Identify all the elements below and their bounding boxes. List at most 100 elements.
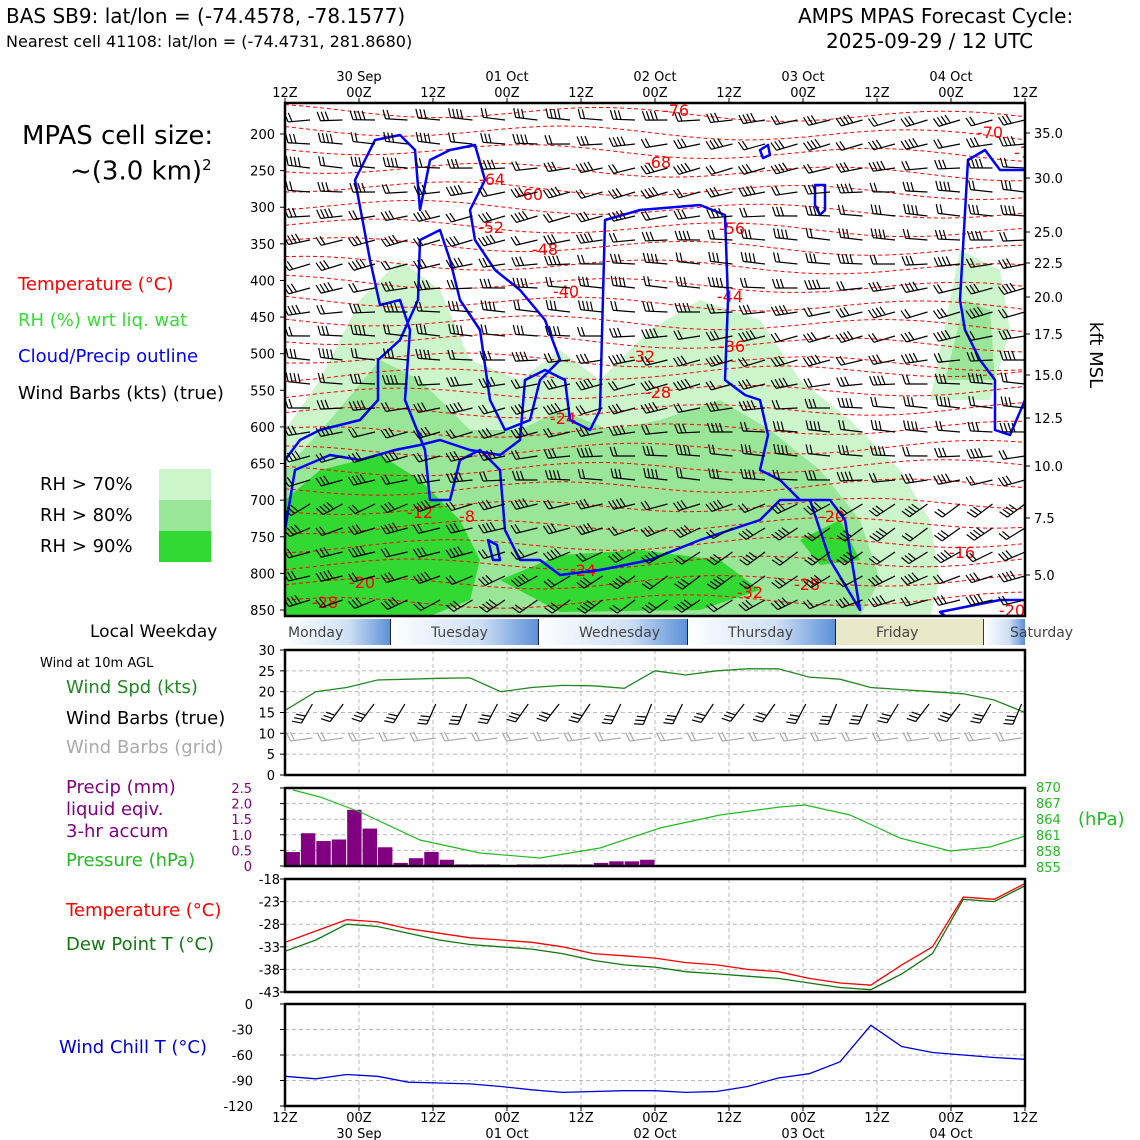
barb-flag xyxy=(882,229,886,240)
barb-flag xyxy=(738,401,744,411)
wind-barb xyxy=(608,424,636,436)
barb-flag xyxy=(875,530,885,537)
wind-barb xyxy=(285,112,311,123)
wind-barb xyxy=(771,527,798,541)
wind-barb xyxy=(512,133,538,145)
barb-flag xyxy=(678,302,683,313)
wind-barb xyxy=(575,551,603,563)
barb-flag xyxy=(877,375,882,385)
barb-flag xyxy=(544,255,549,266)
precip-bar xyxy=(424,851,439,866)
barb-flag xyxy=(424,426,431,436)
wind-barb xyxy=(575,498,603,510)
wind-barb xyxy=(933,256,961,267)
wind-barb-true xyxy=(877,703,899,724)
barb-flag xyxy=(457,546,464,555)
barb-flag xyxy=(867,118,875,127)
wind-barb-grid xyxy=(470,731,498,742)
barb-flag xyxy=(554,186,561,196)
barb-flag xyxy=(965,310,972,319)
wind-barb xyxy=(315,281,343,294)
precip-ytick-label: 1.0 xyxy=(231,829,252,844)
barb-flag xyxy=(612,580,621,587)
barb-flag xyxy=(750,112,756,122)
barb-flag xyxy=(774,531,783,539)
barb-flag xyxy=(676,381,684,390)
barb-flag xyxy=(489,449,496,459)
barb-flag xyxy=(288,133,293,144)
pressure-tick-label: 300 xyxy=(250,201,275,216)
barb-flag xyxy=(807,578,816,586)
barb-flag xyxy=(1006,329,1012,339)
barb-flag xyxy=(315,477,322,487)
barb-flag xyxy=(448,723,459,725)
wind-barb xyxy=(447,132,473,145)
wind-barb-grid xyxy=(532,731,560,742)
barb-flag xyxy=(673,330,679,340)
wind-barb xyxy=(837,397,863,409)
barb-flag xyxy=(934,373,939,384)
barb-flag xyxy=(1011,422,1016,433)
barb-staff xyxy=(941,527,961,542)
barb-flag xyxy=(677,112,683,122)
wind-barb xyxy=(445,450,473,462)
wind-ytick-label: 10 xyxy=(258,727,275,742)
barb-flag xyxy=(805,227,809,238)
wind-subtitle: Wind at 10m AGL xyxy=(40,656,154,671)
wind-barb xyxy=(772,420,798,433)
barb-flag xyxy=(409,732,415,742)
wind-barb xyxy=(998,595,1025,606)
barb-flag xyxy=(445,430,452,439)
chill-ytick-label: -30 xyxy=(232,1024,253,1039)
barb-flag xyxy=(572,712,583,717)
barb-flag xyxy=(740,468,744,479)
barb-flag xyxy=(544,325,549,336)
barb-flag xyxy=(447,300,452,311)
barb-flag xyxy=(908,331,915,341)
temperature-contour xyxy=(285,517,1025,535)
wind-barb xyxy=(999,422,1025,433)
barb-flag xyxy=(514,188,521,197)
pressure-tick-label: 550 xyxy=(250,384,275,399)
temperature-contour-label: -64 xyxy=(479,170,505,189)
barb-flag xyxy=(1003,350,1008,361)
wind-barb xyxy=(900,331,928,343)
barb-flag xyxy=(515,470,521,481)
barb-flag xyxy=(943,396,947,407)
barb-flag xyxy=(778,305,785,315)
wind-barb xyxy=(445,522,473,534)
barb-flag xyxy=(380,429,387,439)
wind-barb xyxy=(835,330,863,344)
wind-barb xyxy=(545,276,571,289)
temperature-contour-label: -28 xyxy=(645,383,671,402)
barb-flag xyxy=(904,354,911,364)
barb-flag xyxy=(942,711,952,716)
barb-flag xyxy=(384,237,391,246)
barb-flag xyxy=(709,556,719,563)
barb-flag xyxy=(286,477,294,486)
barb-staff xyxy=(938,212,961,217)
wind-barb xyxy=(708,468,733,481)
barb-flag xyxy=(420,500,428,510)
barb-flag xyxy=(808,205,813,216)
barb-flag xyxy=(450,158,456,169)
barb-flag xyxy=(901,256,907,266)
barb-flag xyxy=(359,545,366,555)
wind-barb xyxy=(608,551,636,564)
barb-flag xyxy=(359,474,366,483)
wind-barb xyxy=(933,473,961,485)
barb-flag xyxy=(613,110,618,120)
barb-flag xyxy=(977,593,984,603)
barb-flag xyxy=(803,117,810,126)
barb-flag xyxy=(998,137,1004,147)
barb-flag xyxy=(814,354,821,364)
barb-flag xyxy=(550,549,558,558)
wind-barb xyxy=(380,260,408,271)
barb-flag xyxy=(579,552,587,561)
wind-barb xyxy=(708,251,733,265)
legend-rh90: RH > 90% xyxy=(40,536,133,557)
barb-staff xyxy=(905,405,928,409)
barb-flag xyxy=(840,471,846,482)
barb-flag xyxy=(837,397,842,408)
barb-flag xyxy=(967,421,972,432)
